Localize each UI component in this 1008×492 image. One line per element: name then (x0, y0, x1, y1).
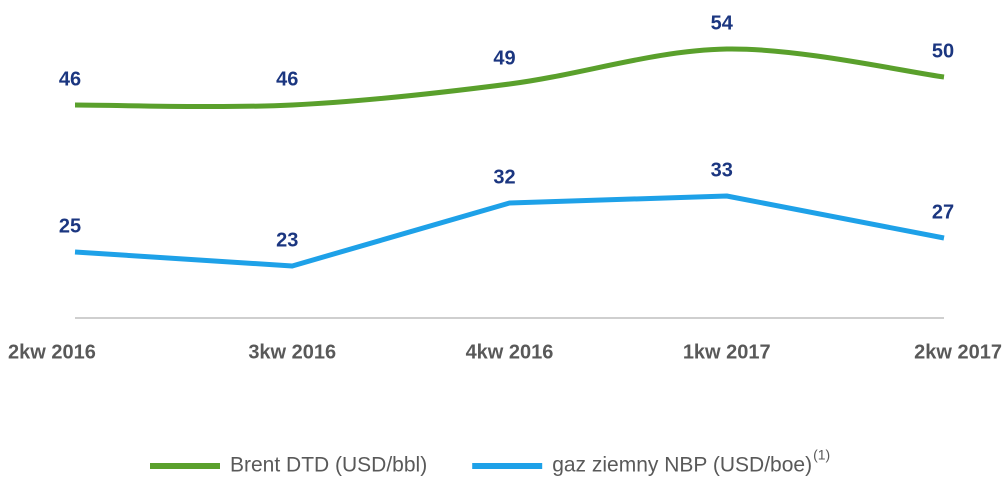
series-line (74, 193, 945, 269)
x-tick-label: 3kw 2016 (248, 341, 336, 363)
x-tick-label: 4kw 2016 (466, 341, 554, 363)
x-tick-label: 1kw 2017 (683, 341, 771, 363)
data-label: 54 (711, 12, 734, 34)
legend-footnote: (1) (813, 447, 830, 463)
data-label: 27 (932, 201, 954, 223)
data-label: 49 (493, 47, 515, 69)
legend-label: gaz ziemny NBP (USD/boe) (552, 454, 812, 477)
data-label: 25 (59, 215, 81, 237)
data-label: 32 (493, 166, 515, 188)
data-label: 46 (59, 68, 81, 90)
legend-label: Brent DTD (USD/bbl) (230, 454, 427, 477)
x-tick-label: 2kw 2017 (914, 341, 1002, 363)
x-tick-label: 2kw 2016 (8, 341, 96, 363)
data-label: 33 (711, 159, 733, 181)
data-label: 46 (276, 68, 298, 90)
data-label: 50 (932, 40, 954, 62)
series-line (74, 46, 945, 110)
data-label: 23 (276, 229, 298, 251)
